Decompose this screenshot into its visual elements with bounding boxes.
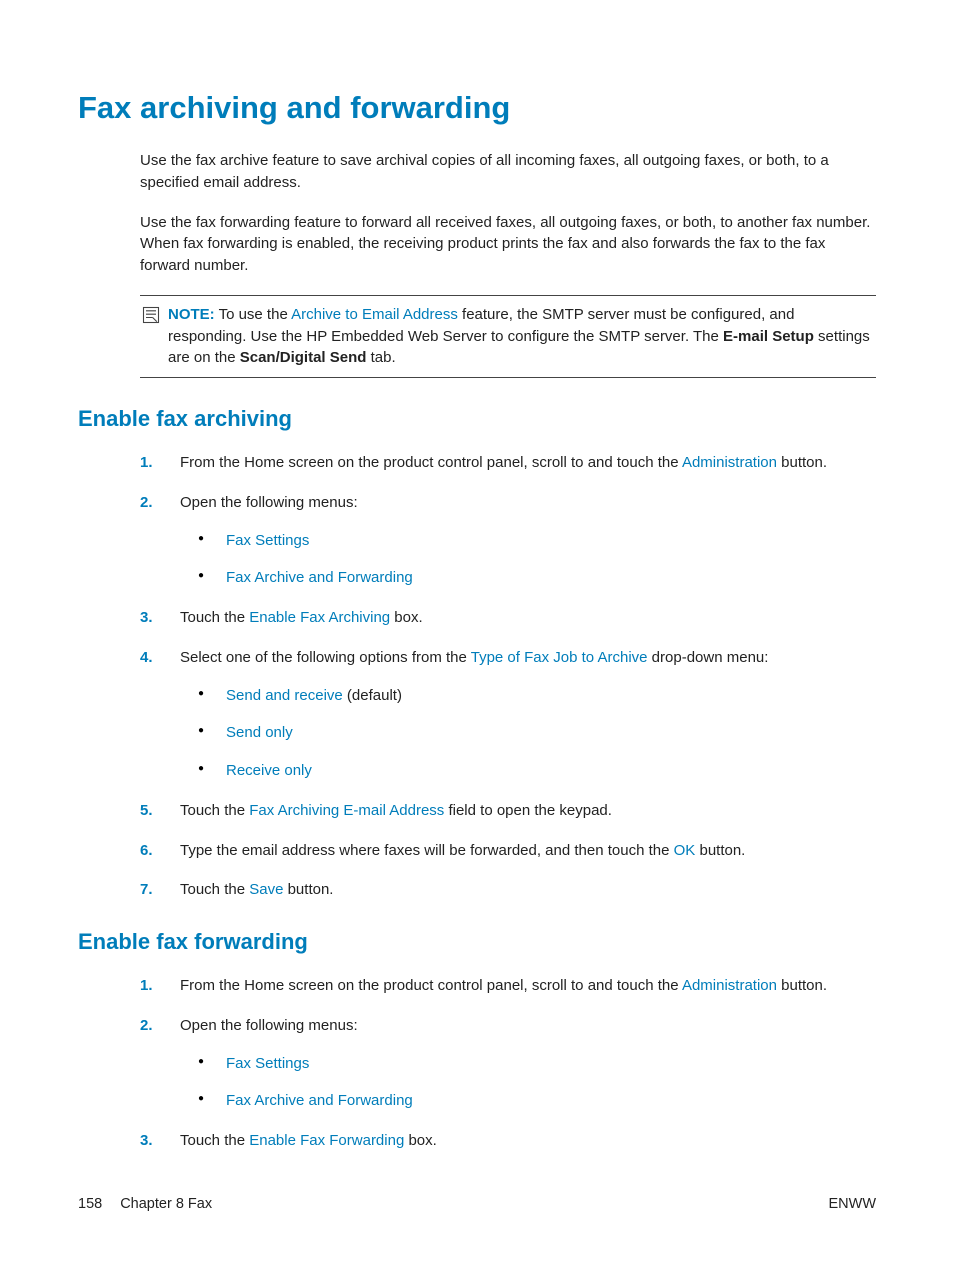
archiving-step-5: Touch the Fax Archiving E-mail Address f… [140, 800, 876, 822]
type-of-fax-job-link: Type of Fax Job to Archive [471, 649, 648, 666]
enable-fax-archiving-link: Enable Fax Archiving [249, 609, 390, 626]
bullet-fax-settings: Fax Settings [198, 530, 876, 552]
archiving-steps: From the Home screen on the product cont… [140, 452, 876, 901]
fax-archiving-email-link: Fax Archiving E-mail Address [249, 802, 444, 819]
bullet-send-only: Send only [198, 722, 876, 744]
bullet-receive-only: Receive only [198, 760, 876, 782]
note-box: NOTE: To use the Archive to Email Addres… [140, 295, 876, 378]
section-heading-archiving: Enable fax archiving [78, 406, 876, 432]
lang-code: ENWW [828, 1196, 876, 1212]
section-heading-forwarding: Enable fax forwarding [78, 929, 876, 955]
page-number: 158 [78, 1196, 102, 1212]
forwarding-step-3: Touch the Enable Fax Forwarding box. [140, 1130, 876, 1152]
administration-link-2: Administration [682, 977, 777, 994]
note-label: NOTE: [168, 306, 215, 323]
forwarding-step-2: Open the following menus: Fax Settings F… [140, 1015, 876, 1112]
archiving-step-2: Open the following menus: Fax Settings F… [140, 492, 876, 589]
note-text: NOTE: To use the Archive to Email Addres… [168, 304, 876, 369]
ok-link: OK [674, 842, 696, 859]
page-footer: 158 Chapter 8 Fax ENWW [78, 1196, 876, 1212]
bullet-send-receive: Send and receive (default) [198, 685, 876, 707]
email-setup-strong: E-mail Setup [723, 328, 814, 345]
intro-paragraph-2: Use the fax forwarding feature to forwar… [140, 212, 876, 277]
page-title: Fax archiving and forwarding [78, 90, 876, 126]
archiving-step-7: Touch the Save button. [140, 879, 876, 901]
administration-link: Administration [682, 454, 777, 471]
archiving-step-6: Type the email address where faxes will … [140, 840, 876, 862]
save-link: Save [249, 881, 283, 898]
archiving-step-3: Touch the Enable Fax Archiving box. [140, 607, 876, 629]
bullet-fax-settings-2: Fax Settings [198, 1053, 876, 1075]
archiving-step-4: Select one of the following options from… [140, 647, 876, 782]
archive-to-email-link: Archive to Email Address [291, 306, 458, 323]
forwarding-steps: From the Home screen on the product cont… [140, 975, 876, 1152]
archiving-step-1: From the Home screen on the product cont… [140, 452, 876, 474]
enable-fax-forwarding-link: Enable Fax Forwarding [249, 1132, 404, 1149]
chapter-label: Chapter 8 Fax [120, 1196, 212, 1212]
forwarding-step-1: From the Home screen on the product cont… [140, 975, 876, 997]
note-icon [140, 305, 162, 325]
intro-paragraph-1: Use the fax archive feature to save arch… [140, 150, 876, 194]
scan-digital-send-strong: Scan/Digital Send [240, 349, 367, 366]
bullet-fax-archive-forwarding: Fax Archive and Forwarding [198, 567, 876, 589]
bullet-fax-archive-forwarding-2: Fax Archive and Forwarding [198, 1090, 876, 1112]
